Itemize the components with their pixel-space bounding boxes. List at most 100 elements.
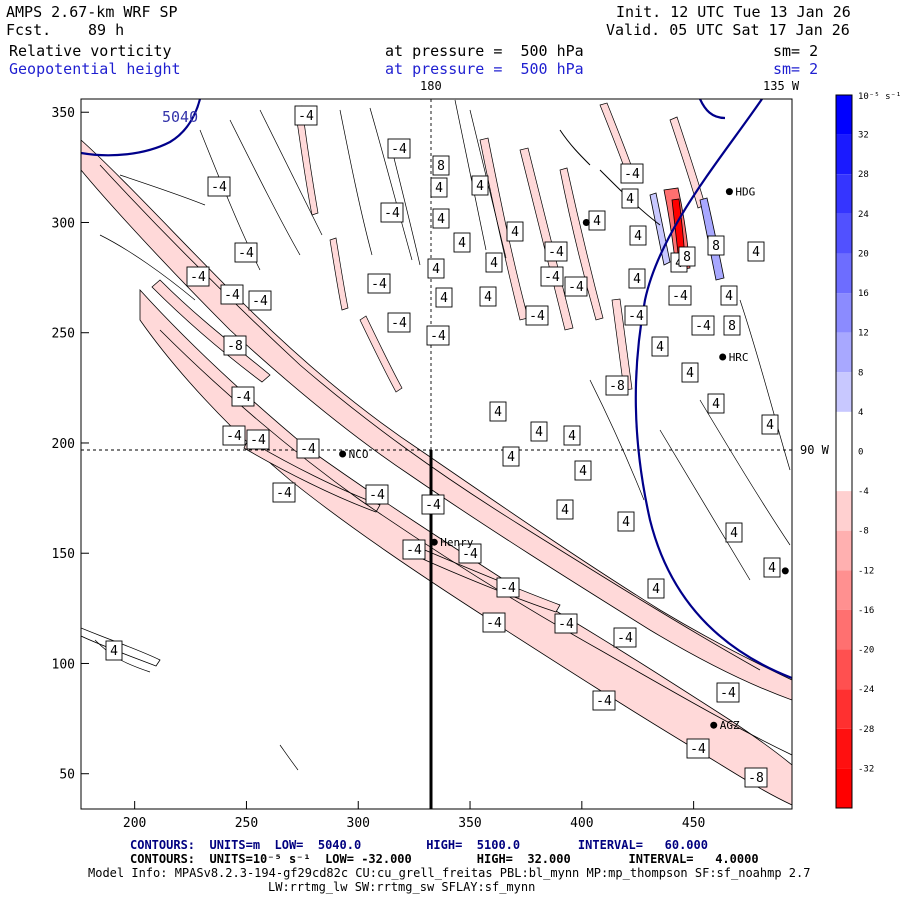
colorbar-units: 10⁻⁵ s⁻¹	[858, 92, 900, 102]
contour-label: 4	[489, 401, 507, 422]
contour-label: -4	[272, 482, 296, 503]
contour-label-text: -4	[695, 319, 711, 334]
contour-label-text: -4	[617, 631, 633, 646]
contour-label-text: 4	[634, 229, 642, 244]
smoothing-1: sm= 2	[773, 42, 819, 60]
plot-frame	[80, 98, 793, 810]
contour-label: -4	[294, 105, 318, 126]
contour-label-text: 4	[494, 405, 502, 420]
contour-label: -4	[540, 266, 564, 287]
contour-label: -4	[592, 690, 616, 711]
contour-label-text: 4	[686, 366, 694, 381]
contour-label-text: -4	[226, 429, 242, 444]
contour-label: 4	[720, 285, 738, 306]
contour-label-text: 4	[440, 291, 448, 306]
contour-label: -4	[186, 266, 210, 287]
contour-label: -4	[234, 242, 258, 263]
y-tick-label: 300	[52, 216, 75, 231]
colorbar-level: -8	[858, 527, 869, 537]
contour-label-text: 4	[652, 582, 660, 597]
colorbar-swatch	[836, 332, 852, 373]
colorbar-level: 28	[858, 170, 869, 180]
contour-label: -4	[248, 290, 272, 311]
contour-label-text: -4	[486, 616, 502, 631]
contour-label: -4	[222, 425, 246, 446]
contour-label: -4	[220, 284, 244, 305]
colorbar-level: 24	[858, 210, 869, 220]
contour-label-text: -4	[300, 442, 316, 457]
contour-label-text: -4	[425, 498, 441, 513]
contour-label: -4	[525, 305, 549, 326]
negative-vorticity-bands	[81, 139, 792, 806]
contour-label-text: 4	[593, 214, 601, 229]
colorbar-swatch	[836, 728, 852, 769]
contour-label: 4	[530, 421, 548, 442]
colorbar-level: 4	[858, 408, 863, 418]
y-tick-label: 250	[52, 327, 75, 342]
contour-label: -4	[246, 429, 270, 450]
y-tick-label: 200	[52, 437, 75, 452]
contour-label: 4	[629, 225, 647, 246]
colorbar-level: 20	[858, 249, 869, 259]
contour-label-text: -4	[596, 694, 612, 709]
colorbar-swatch	[836, 570, 852, 610]
contour-label-text: -4	[190, 270, 206, 285]
colorbar-swatch	[836, 134, 852, 175]
forecast-label: Fcst.	[6, 21, 52, 39]
colorbar-level: -4	[858, 487, 869, 497]
contour-label-text: 4	[766, 418, 774, 433]
colorbar-level: -28	[858, 725, 874, 735]
height-contour-info: CONTOURS: UNITS=m LOW= 5040.0 HIGH= 5100…	[130, 838, 708, 852]
contour-label: -4	[624, 305, 648, 326]
contour-label: -4	[620, 163, 644, 184]
contour-label-text: 8	[437, 159, 445, 174]
contour-label-text: -4	[462, 547, 478, 562]
model-info-2: LW:rrtmg_lw SW:rrtmg_sw SFLAY:sf_mynn	[268, 880, 536, 894]
colorbar-swatch	[836, 411, 852, 452]
colorbar-swatch	[836, 372, 852, 412]
contour-label-text: -4	[500, 581, 516, 596]
contour-label-text: 4	[768, 561, 776, 576]
x-tick-label: 200	[123, 816, 146, 830]
smoothing-2: sm= 2	[773, 60, 819, 78]
contour-label-text: 4	[511, 225, 519, 240]
init-time: Init. 12 UTC Tue 13 Jan 26	[616, 3, 851, 21]
contour-label: 4	[617, 511, 635, 532]
contour-label-text: -4	[235, 390, 251, 405]
contour-label-text: 4	[110, 644, 118, 659]
colorbar-swatch	[836, 530, 852, 571]
contour-label: 4	[105, 640, 123, 661]
contour-label-text: -4	[568, 280, 584, 295]
contour-label: -4	[296, 438, 320, 459]
contour-label-text: -4	[384, 206, 400, 221]
colorbar-level: -32	[858, 764, 874, 774]
colorbar-swatch	[836, 609, 852, 650]
contour-label: -8	[744, 767, 768, 788]
contour-label-text: 4	[725, 289, 733, 304]
contour-label-text: 8	[712, 239, 720, 254]
station-label: HRC	[729, 351, 749, 364]
contour-label-text: 4	[435, 181, 443, 196]
contour-label: 4	[588, 210, 606, 231]
valid-time: Valid. 05 UTC Sat 17 Jan 26	[606, 21, 850, 39]
contour-label: -4	[496, 577, 520, 598]
contour-label: 4	[479, 286, 497, 307]
contour-label: 4	[747, 241, 765, 262]
contour-label-text: 4	[579, 464, 587, 479]
contour-label: -4	[482, 612, 506, 633]
colorbar: 32 28 24 20 16 12 8 4 0 -4 -8 -12 -16 -20 -24 -28 -32	[835, 94, 874, 809]
contour-label-text: -8	[609, 379, 625, 394]
contour-label-text: 4	[535, 425, 543, 440]
contour-label: 8	[432, 155, 450, 176]
colorbar-swatch	[836, 95, 852, 135]
x-tick-label: 300	[347, 816, 370, 830]
station-label: AGZ	[720, 719, 740, 732]
colorbar-level: 16	[858, 289, 869, 299]
contour-label-text: -4	[672, 289, 688, 304]
pressure-level-2: at pressure = 500 hPa	[385, 60, 584, 78]
contour-label-text: -4	[238, 246, 254, 261]
colorbar-level: -24	[858, 685, 874, 695]
contour-label-text: -4	[548, 245, 564, 260]
contour-label: 4	[502, 446, 520, 467]
contour-label: -4	[426, 325, 450, 346]
